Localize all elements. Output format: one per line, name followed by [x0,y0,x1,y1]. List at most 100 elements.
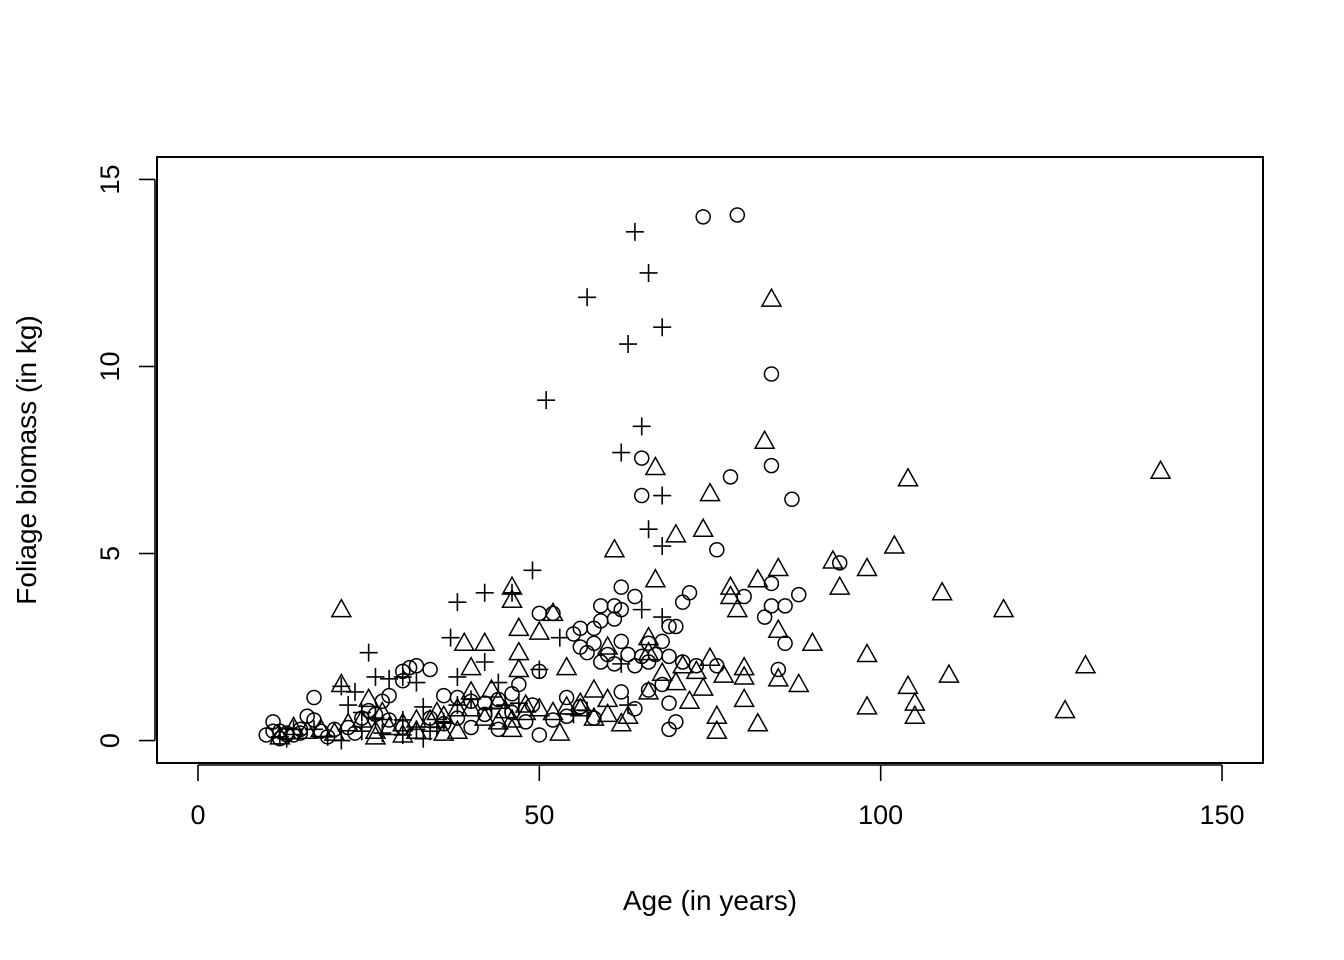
data-point-triangle [767,556,790,577]
data-point-triangle [330,598,353,618]
data-point-plus [475,653,494,671]
data-point-triangle [904,691,926,711]
data-point-circle [770,661,787,678]
data-point-circle [586,620,602,637]
data-point-triangle [801,631,824,652]
data-point-triangle [446,697,469,717]
data-point-triangle [555,695,578,715]
data-point-triangle [364,725,387,745]
data-point-triangle [269,725,291,745]
data-point-triangle [528,620,551,640]
data-point-circle [565,626,582,642]
data-point-triangle [665,671,687,691]
data-point-triangle [569,691,592,711]
x-tick-label: 100 [858,800,903,830]
data-point-plus [414,697,433,716]
data-point-circle [654,633,670,650]
data-point-triangle [405,719,428,739]
y-axis: 0 5 10 15 [95,164,156,748]
data-point-triangle [569,697,592,717]
data-point-triangle [1149,459,1172,479]
data-point-plus [530,660,549,679]
data-point-triangle [501,588,523,609]
data-point-triangle [733,687,755,708]
data-point-triangle [405,708,428,728]
data-point-triangle [296,719,318,739]
data-point-triangle [357,687,380,708]
data-point-triangle [726,598,749,618]
data-point-plus [612,443,631,462]
data-point-triangle [487,689,510,710]
data-point-triangle [692,517,714,537]
data-point-plus [441,628,460,647]
data-point-plus [407,673,426,692]
data-point-circle [306,689,322,706]
data-point-circle [408,657,425,674]
data-point-circle [661,695,677,711]
data-point-triangle [706,719,728,739]
data-point-plus [619,335,638,354]
data-point-triangle [931,581,953,601]
data-point-triangle [337,712,359,732]
x-axis-label: Age (in years) [623,885,797,916]
data-point-triangle [897,467,919,487]
data-point-circle [763,366,780,382]
data-point-triangle [419,708,441,728]
data-point-plus [550,628,569,647]
x-tick-label: 50 [524,800,554,830]
data-point-triangle [460,656,482,676]
data-point-circle [661,721,677,738]
data-point-plus [366,667,385,686]
data-point-triangle [760,287,783,307]
data-point-circle [763,575,780,592]
data-point-triangle [583,706,605,726]
data-point-triangle [473,631,496,652]
data-point-plus [305,720,324,739]
data-point-plus [639,520,658,539]
data-point-circle [674,594,691,610]
data-point-triangle [699,646,721,667]
data-point-plus [448,667,467,686]
data-point-triangle [508,616,530,637]
data-point-circle [613,684,629,700]
data-point-circle [668,618,684,635]
data-point-triangle [583,678,605,698]
data-point-triangle [480,678,503,698]
data-point-circle [633,450,650,466]
data-point-plus [421,722,440,741]
data-point-triangle [487,710,510,730]
data-point-circle [791,586,807,603]
data-point-triangle [822,549,844,569]
data-point-circle [661,618,677,635]
data-point-triangle [665,523,687,543]
data-point-plus [578,288,597,307]
data-point-triangle [644,568,667,588]
data-point-circle [299,708,315,724]
data-point-triangle [992,598,1015,618]
data-point-plus [653,608,672,627]
data-point-triangle [747,712,769,732]
data-point-triangle [460,697,482,717]
data-point-triangle [699,482,721,502]
data-point-triangle [473,706,496,726]
data-point-plus [380,669,399,688]
data-point-circle [463,719,479,736]
data-point-triangle [678,689,701,710]
data-point-circle [722,469,739,485]
data-point-plus [523,561,542,580]
data-point-triangle [747,568,769,588]
data-point-triangle [706,704,728,724]
data-point-triangle [651,661,673,681]
y-tick-label: 0 [95,733,125,748]
data-point-triangle [528,697,551,717]
data-point-triangle [391,723,414,743]
data-point-triangle [364,719,387,739]
data-point-triangle [637,641,660,661]
data-point-triangle [508,657,530,678]
data-point-circle [511,676,527,693]
data-point-circle [784,491,800,508]
data-point-triangle [371,700,394,721]
data-point-circle [777,598,793,614]
data-point-circle [265,714,281,730]
data-point-triangle [555,656,578,676]
